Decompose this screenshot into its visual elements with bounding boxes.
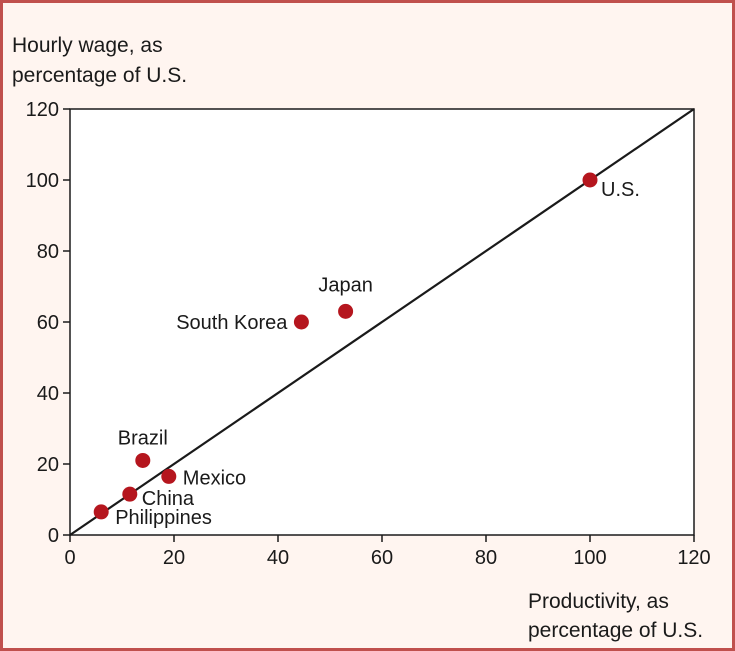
y-tick-label: 100: [26, 170, 59, 192]
y-tick-label: 80: [37, 241, 59, 263]
x-axis-title-line-1: Productivity, as: [528, 590, 669, 613]
y-tick-label: 120: [26, 99, 59, 121]
data-points: U.S. Japan South Korea Brazil MexicoChinaPhi…: [93, 172, 640, 529]
y-tick-label: 60: [37, 312, 59, 334]
point-label-south-korea: South Korea: [176, 312, 288, 334]
point-label-brazil: Brazil: [118, 427, 168, 449]
x-tick-label: 0: [64, 547, 75, 569]
point-label-china: China: [142, 488, 195, 510]
x-tick-label: 120: [677, 547, 710, 569]
y-tick-label: 20: [37, 454, 59, 476]
y-axis-title-line-1: Hourly wage, as: [12, 34, 163, 57]
point-label-mexico: Mexico: [183, 467, 246, 489]
point-philippines: [93, 504, 109, 520]
x-tick-label: 80: [475, 547, 497, 569]
point-u-s: [582, 172, 598, 188]
x-tick-label: 20: [163, 547, 185, 569]
x-tick-label: 40: [267, 547, 289, 569]
point-mexico: [161, 468, 177, 484]
point-label-u-s: U.S.: [601, 179, 640, 201]
point-china: [122, 486, 138, 502]
y-tick-label: 0: [48, 525, 59, 547]
y-axis-title-line-2: percentage of U.S.: [12, 64, 187, 87]
point-label-philippines: Philippines: [115, 507, 212, 529]
axis-ticks: 0 20 40 60 80 100 120 0 20 40 60 80 100 120: [26, 99, 711, 569]
x-tick-label: 60: [371, 547, 393, 569]
y-tick-label: 40: [37, 383, 59, 405]
point-south-korea: [293, 314, 309, 330]
point-label-japan: Japan: [318, 274, 373, 296]
point-japan: [338, 303, 354, 319]
x-axis-title-line-2: percentage of U.S.: [528, 619, 703, 642]
x-tick-label: 100: [573, 547, 606, 569]
point-brazil: [135, 452, 151, 468]
